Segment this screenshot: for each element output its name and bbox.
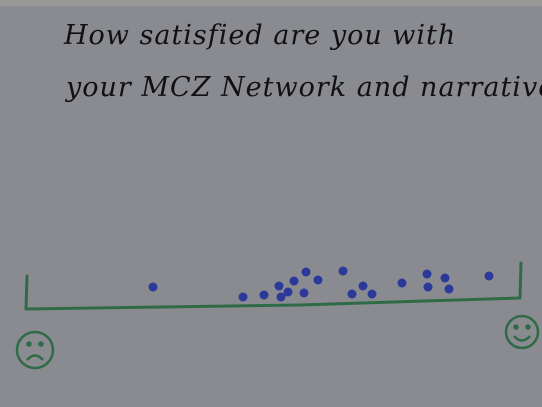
- dot: [314, 276, 323, 285]
- dot: [398, 279, 407, 288]
- dot: [423, 270, 432, 279]
- dot: [348, 290, 357, 299]
- dot: [260, 291, 269, 300]
- dot: [302, 268, 311, 277]
- dot: [239, 293, 248, 302]
- dot: [445, 285, 454, 294]
- dot: [284, 288, 293, 297]
- dot: [149, 283, 158, 292]
- question-line-2: your MCZ Network and narrative?: [65, 72, 542, 103]
- question-line-1: How satisfied are you with: [63, 20, 456, 51]
- dot: [424, 283, 433, 292]
- board-edge: [0, 0, 542, 6]
- whiteboard-photo: How satisfied are you with your MCZ Netw…: [0, 0, 542, 407]
- dot: [290, 277, 299, 286]
- whiteboard: [0, 0, 542, 407]
- dot: [368, 290, 377, 299]
- dot: [359, 282, 368, 291]
- dot: [339, 267, 348, 276]
- dot: [485, 272, 494, 281]
- dot: [300, 289, 309, 298]
- dot: [275, 282, 284, 291]
- page: How satisfied are you with your MCZ Netw…: [0, 0, 542, 407]
- dot: [441, 274, 450, 283]
